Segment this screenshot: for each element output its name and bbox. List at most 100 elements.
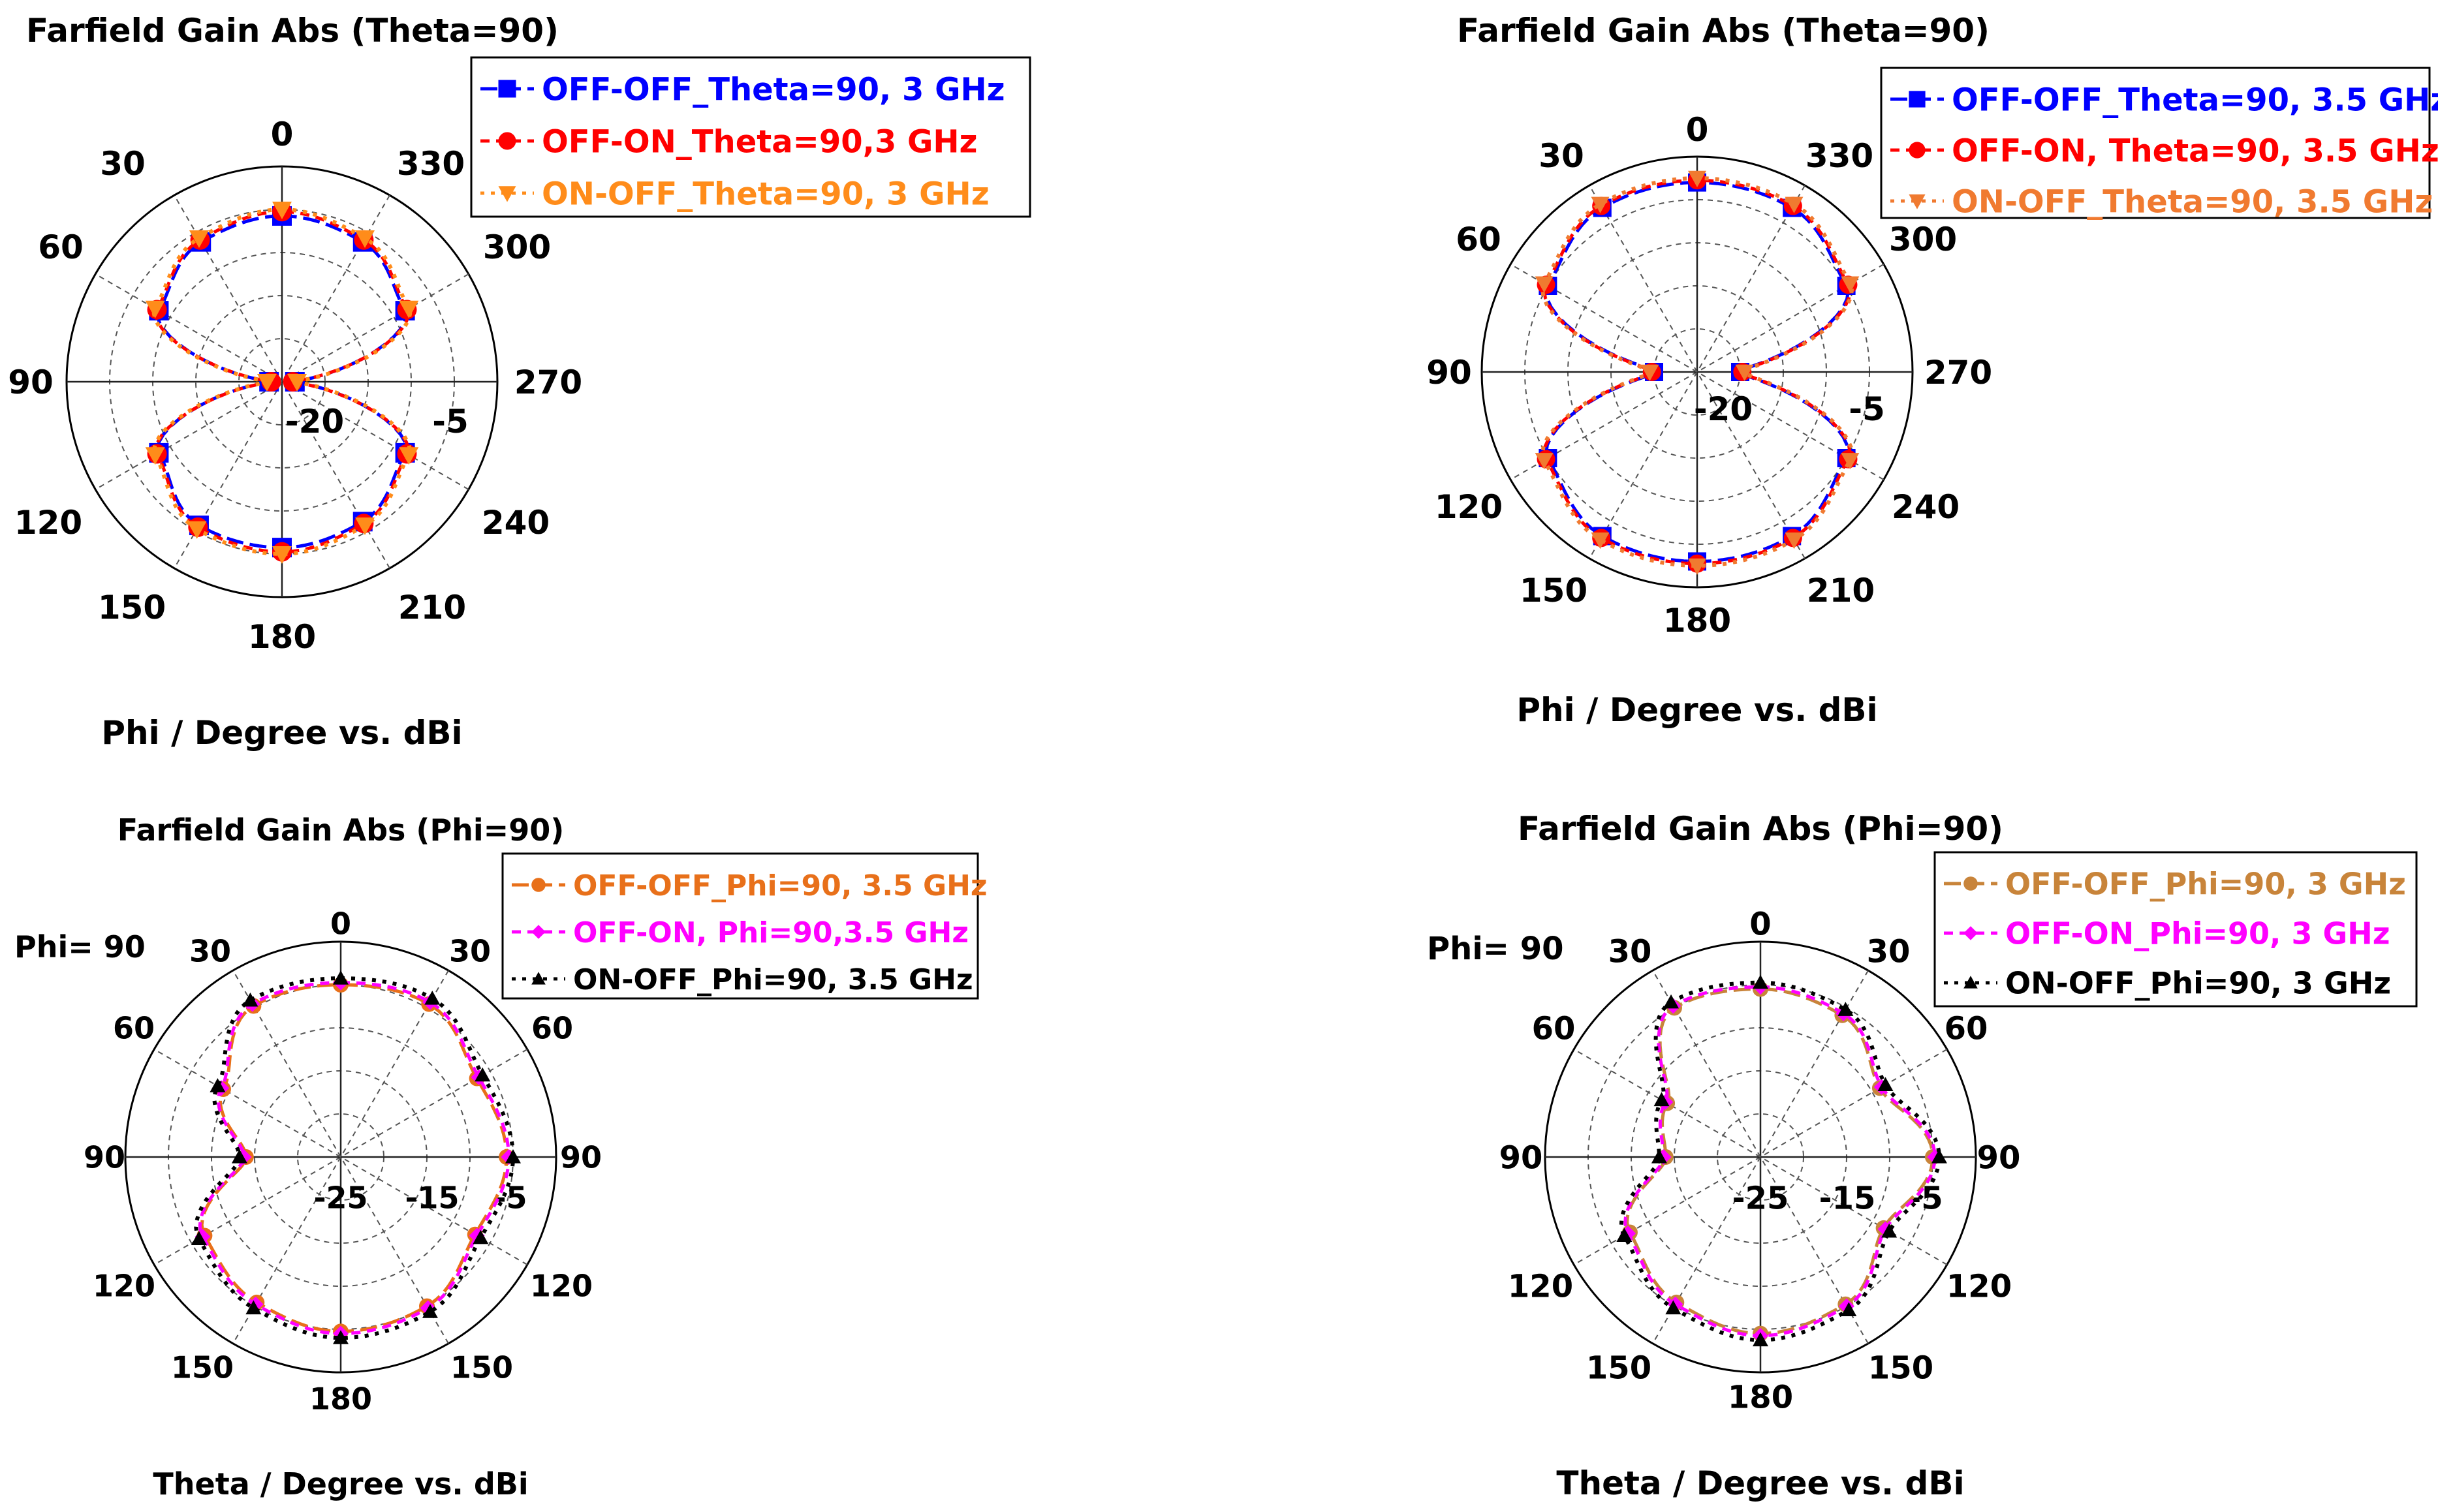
angle-tick-label: 0	[1686, 111, 1709, 149]
angle-tick-label: 30	[449, 934, 491, 969]
angle-tick-label: 60	[1456, 221, 1501, 258]
angle-tick-label: 120	[1435, 488, 1503, 526]
legend-marker	[498, 186, 516, 202]
grid-spoke	[1510, 264, 1884, 480]
angle-tick-label: 150	[171, 1350, 234, 1385]
angle-tick-label: 90	[560, 1140, 602, 1175]
legend-marker	[1963, 976, 1978, 989]
grid-spoke	[1510, 264, 1884, 480]
legend-marker	[1963, 926, 1978, 940]
angle-tick-label: 150	[1520, 572, 1587, 609]
angle-tick-label: 60	[38, 228, 84, 266]
polar-chart-4: Farfield Gain Abs (Phi=90) Theta / Degree…	[1427, 810, 2418, 1502]
angle-tick-label: 30	[1608, 933, 1652, 970]
data-point	[473, 1229, 489, 1244]
data-point	[1663, 994, 1680, 1009]
angle-tick-label: 30	[189, 934, 231, 969]
data-point	[399, 300, 419, 318]
data-point	[1753, 1332, 1768, 1347]
angle-tick-label: 120	[1946, 1268, 2012, 1304]
data-point	[1841, 453, 1860, 470]
legend-label: OFF-ON, Phi=90,3.5 GHz	[573, 916, 969, 949]
angle-tick-label: 90	[1426, 354, 1472, 392]
legend-marker	[531, 925, 546, 939]
angle-tick-label: 30	[100, 145, 146, 183]
angle-tick-label: 150	[450, 1350, 513, 1385]
data-point	[1535, 276, 1554, 293]
angle-tick-label: 300	[483, 228, 551, 266]
legend-label: OFF-OFF_Phi=90, 3.5 GHz	[573, 869, 988, 903]
legend-marker	[498, 80, 516, 98]
radial-tick-label: -15	[1819, 1180, 1876, 1216]
legend-marker	[531, 972, 546, 985]
angle-tick-label: 150	[1868, 1350, 1933, 1386]
angle-tick-label: 180	[1728, 1379, 1793, 1415]
radial-tick-label: -5	[1849, 390, 1885, 428]
legend-box	[1880, 67, 2431, 219]
side-label: Phi= 90	[1427, 931, 1564, 967]
data-point	[1688, 170, 1706, 187]
legend-marker	[1909, 91, 1926, 108]
grid-spoke	[232, 970, 449, 1344]
angle-tick-label: 30	[1867, 933, 1911, 970]
data-point	[1616, 1227, 1633, 1242]
legend-label: OFF-ON, Theta=90, 3.5 GHz	[1952, 132, 2438, 169]
data-point	[1753, 974, 1768, 989]
data-point	[424, 991, 441, 1005]
angle-tick-label: 120	[93, 1269, 155, 1304]
polar-grid	[124, 940, 557, 1374]
angle-tick-label: 90	[1499, 1139, 1543, 1176]
axis-label: Phi / Degree vs. dBi	[1516, 691, 1877, 729]
polar-chart-1: Farfield Gain Abs (Theta=90) Phi / Degree…	[8, 12, 1031, 752]
angle-tick-label: 60	[1532, 1010, 1576, 1047]
angle-tick-label: 150	[1586, 1350, 1651, 1386]
data-point	[505, 1149, 521, 1164]
legend-label: ON-OFF_Phi=90, 3 GHz	[2005, 966, 2391, 1001]
legend-label: OFF-ON_Theta=90,3 GHz	[542, 123, 977, 160]
legend-marker	[1909, 194, 1926, 209]
data-point	[1591, 196, 1610, 213]
data-point	[1837, 1002, 1854, 1016]
axis-label: Theta / Degree vs. dBi	[1556, 1464, 1964, 1502]
legend: OFF-OFF_Phi=90, 3 GHz OFF-ON_Phi=90, 3 GH…	[1933, 851, 2418, 1008]
angle-tick-label: 120	[1508, 1268, 1573, 1304]
radial-tick-label: -25	[313, 1180, 367, 1216]
angle-tick-label: 120	[530, 1269, 593, 1304]
angle-tick-label: 60	[1945, 1010, 1988, 1047]
grid-spoke	[232, 970, 449, 1344]
legend-label: OFF-OFF_Theta=90, 3.5 GHz	[1952, 82, 2438, 118]
data-point	[189, 230, 209, 248]
legend-marker	[1963, 876, 1978, 891]
radial-tick-label: -5	[1908, 1180, 1943, 1216]
data-point	[187, 521, 207, 539]
angle-tick-label: 180	[1663, 602, 1731, 640]
angle-tick-label: 0	[330, 906, 351, 942]
angle-tick-label: 30	[1539, 137, 1584, 175]
data-point	[1640, 364, 1659, 381]
legend-label: ON-OFF_Theta=90, 3 GHz	[542, 176, 990, 212]
legend-box	[470, 56, 1031, 218]
data-point	[422, 1304, 438, 1318]
angle-tick-label: 300	[1889, 221, 1957, 258]
angle-tick-label: 0	[1749, 906, 1771, 942]
legend-marker	[1909, 142, 1926, 159]
data-point	[1785, 532, 1804, 549]
legend: OFF-OFF_Phi=90, 3.5 GHz OFF-ON, Phi=90,3.…	[501, 852, 988, 1000]
grid-spoke	[1652, 970, 1869, 1344]
axis-label: Phi / Degree vs. dBi	[101, 714, 462, 752]
legend-label: OFF-ON_Phi=90, 3 GHz	[2005, 916, 2390, 951]
polar-grid	[1544, 940, 1977, 1374]
data-point	[145, 447, 165, 465]
chart-title: Farfield Gain Abs (Phi=90)	[117, 812, 565, 848]
data-point	[257, 374, 277, 392]
legend-marker	[498, 132, 516, 150]
data-point	[1877, 1077, 1894, 1092]
data-point	[245, 1300, 262, 1315]
data-point	[1841, 1302, 1857, 1316]
radial-tick-label: -5	[493, 1180, 527, 1216]
angle-tick-label: 150	[98, 589, 166, 626]
data-point	[1665, 1300, 1681, 1315]
grid-spoke	[153, 1049, 528, 1265]
side-label: Phi= 90	[14, 929, 146, 964]
